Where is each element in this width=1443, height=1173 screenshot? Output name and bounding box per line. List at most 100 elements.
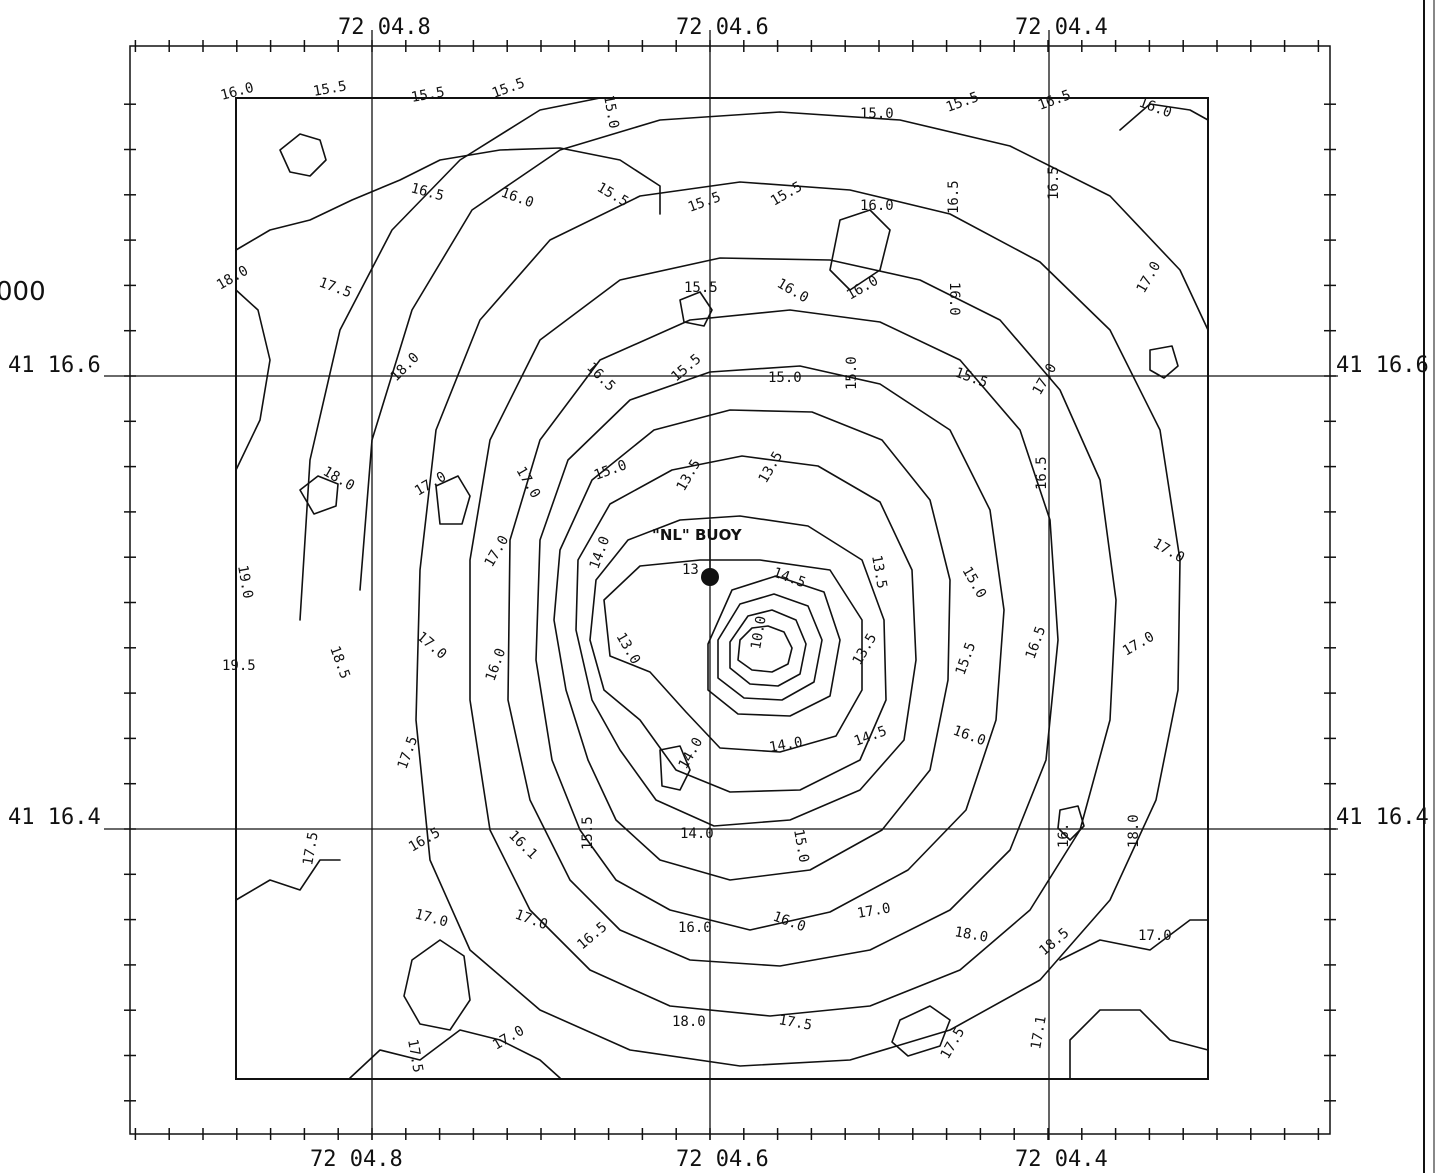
contour-value-label: 17.5 (404, 1038, 426, 1074)
contour-value-label: 13.5 (850, 631, 881, 668)
contour-line (279, 133, 327, 177)
contour-value-label: 16.0 (774, 276, 811, 307)
contour-value-label: 17.0 (1134, 259, 1165, 296)
contour-value-label: 16.0 (483, 646, 510, 683)
contour-value-label: 19.0 (234, 564, 256, 600)
contour-value-label: 17.0 (513, 464, 544, 501)
contour-line (729, 609, 807, 687)
contour-value-label: 15.5 (768, 179, 805, 210)
contour-value-label: 17.0 (1120, 629, 1157, 660)
contour-value-label: 15.0 (768, 370, 802, 386)
contour-value-label: 17.0 (413, 629, 449, 663)
contour-value-label: 17.0 (513, 907, 550, 934)
contour-value-label: 17.0 (490, 1023, 527, 1054)
contour-value-label: 18.0 (1126, 814, 1142, 848)
latitude-label-left: 41 16.4 (8, 805, 101, 830)
contour-value-label: 18.0 (320, 464, 357, 495)
contour-value-label: 15.0 (790, 828, 812, 864)
contour-value-label: 16.0 (771, 909, 808, 936)
latitude-label-right: 41 16.6 (1336, 353, 1429, 378)
contour-line (359, 111, 1209, 591)
survey-area-box (235, 97, 1209, 1080)
contour-value-label: 17.5 (777, 1012, 813, 1034)
contour-value-label: 16.5 (583, 360, 618, 395)
contour-line (575, 455, 917, 827)
contour-value-label: 16.5 (1023, 624, 1050, 661)
contour-value-label: 17.5 (395, 734, 422, 771)
contour-value-label: 18.0 (672, 1014, 706, 1030)
contour-value-label: 15.5 (684, 280, 718, 296)
contour-line (737, 625, 793, 673)
depth-contours (235, 97, 1209, 1079)
contour-line (659, 745, 691, 791)
contour-line (717, 593, 823, 701)
contour-value-label: 13. (682, 562, 707, 578)
contour-value-label: 15.5 (686, 189, 723, 216)
contour-value-label: 15.5 (953, 365, 990, 392)
contour-value-label: 14.5 (771, 565, 808, 592)
contour-value-label: 13.5 (868, 554, 890, 590)
contour-value-label: 17.5 (300, 831, 322, 867)
contour-line (707, 575, 841, 717)
contour-line (235, 147, 661, 251)
contour-value-label: 17.5 (938, 1025, 969, 1062)
contour-value-label: 18.5 (1036, 925, 1072, 959)
contour-line (403, 939, 471, 1031)
contour-line (235, 289, 271, 471)
latitude-label-right: 41 16.4 (1336, 805, 1429, 830)
contour-value-label: 15.0 (844, 356, 860, 390)
buoy-marker: "NL" BUOY (652, 520, 743, 586)
contour-value-label: 14.0 (676, 735, 707, 772)
contour-value-label: 16.0 (219, 80, 256, 104)
contour-value-label: 13.5 (674, 457, 705, 494)
contour-line (349, 1029, 561, 1079)
contour-value-label: 15.5 (944, 89, 981, 116)
partial-left-text: 000 (0, 277, 46, 307)
contour-value-label: 15.5 (580, 816, 596, 850)
contour-line (535, 365, 1005, 931)
contour-line (235, 859, 341, 901)
contour-line (589, 515, 887, 793)
contour-value-label: 16.0 (951, 723, 988, 750)
contour-line (507, 309, 1059, 967)
contour-value-label: 16.5 (409, 180, 446, 204)
contour-value-label: 17.0 (413, 906, 450, 930)
contour-line (1149, 345, 1179, 379)
contour-value-label: 16.5 (1034, 456, 1050, 490)
contour-value-label: 14.5 (852, 723, 889, 750)
longitude-label-bottom: 72 04.4 (1015, 1147, 1108, 1172)
contour-value-label: 13.0 (613, 630, 644, 667)
contour-value-label: 13.5 (756, 449, 787, 486)
contour-value-label: 16.0 (946, 282, 962, 316)
axis-labels: 72 04.8 72 04.6 72 04.4 72 04.8 72 04.6 … (0, 15, 1429, 1172)
contour-value-label: 18.0 (214, 263, 251, 294)
contour-value-label: 16.5 (574, 919, 610, 953)
map-outer-frame (129, 45, 1331, 1135)
contour-line (1069, 1009, 1209, 1079)
contour-value-label: 16.0 (499, 185, 536, 212)
contour-value-label: 14.0 (587, 534, 614, 571)
contour-line (435, 475, 471, 525)
contour-value-label: 17.0 (1150, 536, 1187, 567)
contour-value-label: 15.5 (312, 78, 348, 100)
longitude-label-bottom: 72 04.8 (310, 1147, 403, 1172)
buoy-label: "NL" BUOY (652, 526, 743, 544)
tick-marks (124, 40, 1336, 1140)
contour-value-label: 16.5 (1036, 87, 1073, 114)
contour-value-label: 19.5 (222, 658, 256, 674)
contour-line (1057, 805, 1085, 841)
contour-value-label: 17.0 (1138, 928, 1172, 944)
contour-value-label: 15.5 (953, 640, 980, 677)
contour-value-label: 15.5 (410, 84, 446, 106)
contour-value-label: 16.0 (844, 273, 881, 304)
contour-line (1119, 103, 1209, 131)
contour-value-label: 16.5 (946, 180, 962, 214)
contour-line (891, 1005, 951, 1057)
contour-value-label: 16.0 (860, 198, 894, 214)
contour-value-label: 17.0 (1030, 361, 1061, 398)
contour-value-label: 17.1 (1028, 1015, 1050, 1051)
buoy-dot (701, 568, 719, 586)
contour-line (553, 409, 951, 881)
contour-line (679, 291, 713, 327)
